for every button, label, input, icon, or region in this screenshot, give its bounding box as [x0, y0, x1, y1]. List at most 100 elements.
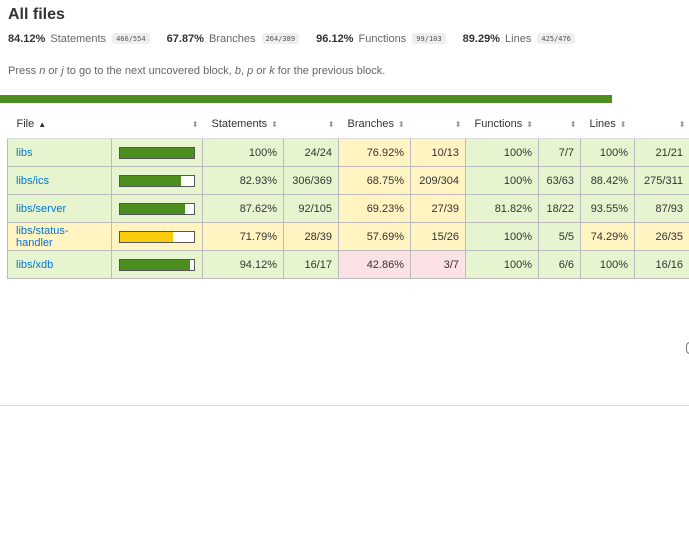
statements-pct: 71.79%	[202, 222, 284, 251]
file-link[interactable]: libs/ics	[16, 174, 50, 187]
branches-fraction: 10/13	[410, 138, 466, 167]
lines-pct: 100%	[580, 138, 635, 167]
file-link[interactable]: libs	[16, 146, 33, 159]
header-file-label: File	[16, 118, 35, 130]
lines-fraction: 21/21	[634, 138, 689, 167]
statements-pct: 94.12%	[202, 250, 284, 279]
table-header-row: File ▲ ⬍ Statements ⬍ ⬍ Branches ⬍ ⬍ Functi…	[7, 110, 689, 139]
coverage-summary: 84.12% Statements 466/554 67.87% Branche…	[8, 33, 589, 49]
table-row: libs/ics 82.93% 306/369 68.75% 209/304 100% 63…	[7, 166, 689, 195]
sort-icon: ⬍	[678, 120, 686, 129]
functions-fraction: 18/22	[538, 194, 581, 223]
header-file[interactable]: File ▲	[7, 110, 112, 139]
file-cell: libs/ics	[7, 166, 112, 195]
file-cell: libs/status-handler	[7, 222, 112, 251]
hint-text-prefix: Press	[8, 65, 40, 77]
branches-pct: 42.86%	[338, 250, 411, 279]
sort-icon: ⬍	[619, 120, 627, 129]
scroll-edge-indicator	[686, 342, 689, 354]
hint-key-j: j	[61, 65, 64, 77]
sort-asc-icon: ▲	[38, 120, 47, 129]
branches-fraction: 209/304	[410, 166, 466, 195]
sort-icon: ⬍	[454, 120, 462, 129]
header-branches[interactable]: Branches ⬍	[338, 110, 411, 139]
table-row: libs 100% 24/24 76.92% 10/13 100% 7/7 100% 21/21	[7, 138, 689, 167]
functions-fraction: 7/7	[538, 138, 581, 167]
functions-pct: 100%	[465, 250, 539, 279]
file-link[interactable]: libs/xdb	[16, 258, 54, 271]
page-title: All files	[8, 6, 65, 23]
lines-fraction: 26/35	[634, 222, 689, 251]
coverage-bar	[119, 146, 195, 159]
file-link[interactable]: libs/status-handler	[16, 224, 69, 249]
summary-branches-label: Branches	[209, 33, 256, 46]
hint-key-p: p	[247, 65, 254, 77]
lines-fraction: 87/93	[634, 194, 689, 223]
footer-divider	[0, 405, 689, 406]
functions-fraction: 5/5	[538, 222, 581, 251]
summary-functions: 96.12% Functions 99/103	[316, 33, 446, 46]
header-functions[interactable]: Functions ⬍	[465, 110, 539, 139]
statements-fraction: 92/105	[283, 194, 339, 223]
statements-pct: 82.93%	[202, 166, 284, 195]
header-file-bar[interactable]: ⬍	[111, 110, 203, 139]
file-cell: libs/xdb	[7, 250, 112, 279]
hint-text-or: or	[45, 65, 62, 77]
summary-functions-label: Functions	[358, 33, 407, 46]
summary-branches-fraction: 264/389	[261, 33, 300, 45]
statements-fraction: 306/369	[283, 166, 339, 195]
hint-key-k: k	[269, 65, 275, 77]
summary-lines-label: Lines	[505, 33, 532, 46]
lines-fraction: 16/16	[634, 250, 689, 279]
functions-fraction: 63/63	[538, 166, 581, 195]
header-lines[interactable]: Lines ⬍	[580, 110, 635, 139]
lines-pct: 93.55%	[580, 194, 635, 223]
summary-functions-fraction: 99/103	[412, 33, 446, 45]
coverage-bar-cell	[111, 138, 203, 167]
hint-text-sep: ,	[241, 65, 248, 77]
table-row: libs/status-handler 71.79% 28/39 57.69% 15/2…	[7, 222, 689, 251]
table-row: libs/xdb 94.12% 16/17 42.86% 3/7 100% 6/6 100% 1…	[7, 250, 689, 279]
header-functions-label: Functions	[474, 118, 523, 130]
branches-fraction: 27/39	[410, 194, 466, 223]
branches-fraction: 15/26	[410, 222, 466, 251]
summary-lines: 89.29% Lines 425/476	[463, 33, 575, 45]
functions-pct: 100%	[465, 222, 539, 251]
statements-fraction: 24/24	[283, 138, 339, 167]
coverage-bar-cell	[111, 194, 203, 223]
coverage-status-line	[0, 95, 612, 103]
file-cell: libs/server	[7, 194, 112, 223]
functions-pct: 81.82%	[465, 194, 539, 223]
coverage-bar	[119, 202, 195, 215]
lines-fraction: 275/311	[634, 166, 689, 195]
summary-branches-pct: 67.87%	[166, 33, 204, 46]
coverage-bar	[119, 230, 195, 243]
lines-pct: 100%	[580, 250, 635, 279]
summary-statements-label: Statements	[50, 33, 107, 46]
functions-pct: 100%	[465, 166, 539, 195]
summary-functions-pct: 96.12%	[316, 33, 354, 46]
header-lines-raw[interactable]: ⬍	[634, 110, 689, 139]
header-statements-label: Statements	[211, 118, 268, 130]
hint-text-suffix: for the previous block.	[274, 65, 386, 77]
header-branches-raw[interactable]: ⬍	[410, 110, 466, 139]
statements-fraction: 28/39	[283, 222, 339, 251]
functions-fraction: 6/6	[538, 250, 581, 279]
coverage-bar-fill	[120, 231, 174, 242]
header-statements[interactable]: Statements ⬍	[202, 110, 284, 139]
coverage-bar-cell	[111, 250, 203, 279]
coverage-bar-cell	[111, 166, 203, 195]
functions-pct: 100%	[465, 138, 539, 167]
summary-statements-pct: 84.12%	[8, 33, 46, 46]
header-statements-raw[interactable]: ⬍	[283, 110, 339, 139]
sort-icon: ⬍	[526, 120, 533, 129]
header-lines-label: Lines	[589, 118, 616, 130]
header-functions-raw[interactable]: ⬍	[538, 110, 581, 139]
branches-pct: 69.23%	[338, 194, 411, 223]
summary-statements-fraction: 466/554	[112, 33, 150, 45]
file-link[interactable]: libs/server	[16, 202, 67, 215]
summary-statements: 84.12% Statements 466/554	[8, 33, 150, 45]
lines-pct: 74.29%	[580, 222, 635, 251]
coverage-bar-fill	[120, 175, 182, 186]
branches-pct: 68.75%	[338, 166, 411, 195]
